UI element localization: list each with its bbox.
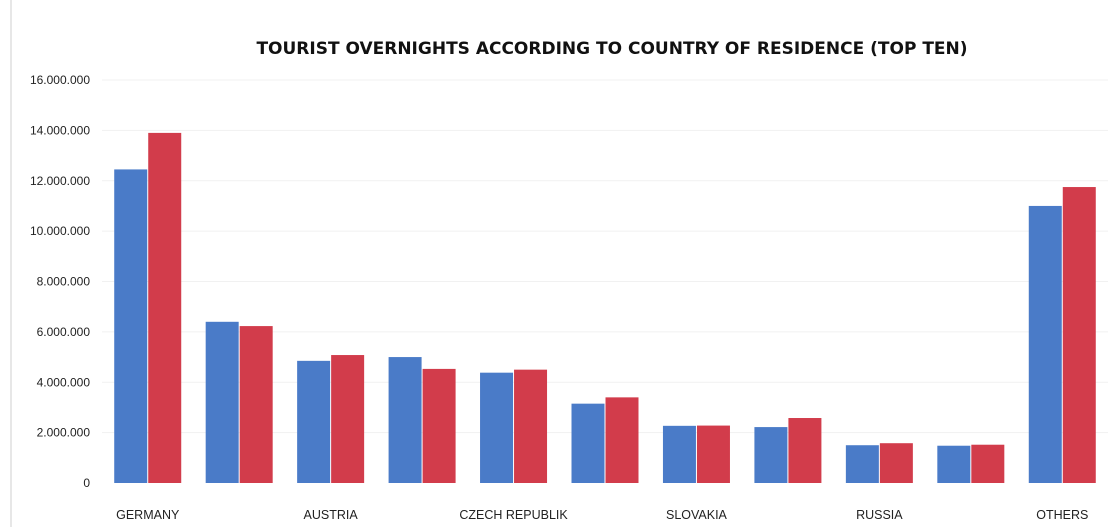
- x-category-label: CZECH REPUBLIK: [459, 508, 568, 522]
- y-tick-label: 0: [83, 476, 90, 490]
- y-tick-label: 6.000.000: [37, 325, 91, 339]
- bar: [514, 369, 548, 483]
- x-category-label: OTHERS: [1036, 508, 1088, 522]
- y-tick-label: 16.000.000: [30, 73, 90, 87]
- bar: [422, 368, 456, 483]
- bar: [148, 132, 182, 484]
- chart-title: TOURIST OVERNIGHTS ACCORDING TO COUNTRY …: [256, 39, 967, 59]
- y-tick-label: 14.000.000: [30, 123, 90, 137]
- x-axis-category-labels: GERMANY AUSTRIA CZECH REPUBLIK SLOVAKIA RUSS…: [116, 508, 1088, 522]
- bar: [205, 321, 239, 483]
- bar: [114, 169, 148, 483]
- bar: [662, 425, 696, 483]
- x-category-label: GERMANY: [116, 508, 180, 522]
- bar: [331, 355, 365, 483]
- bar: [879, 443, 913, 483]
- bar: [388, 357, 422, 483]
- y-tick-label: 2.000.000: [37, 426, 91, 440]
- y-tick-label: 4.000.000: [37, 375, 91, 389]
- bar: [754, 427, 788, 483]
- bar: [1028, 205, 1062, 483]
- bar: [971, 444, 1005, 483]
- y-axis-tick-labels: 0 2.000.000 4.000.000 6.000.000 8.000.000 10.…: [30, 73, 90, 490]
- x-category-label: SLOVAKIA: [666, 508, 728, 522]
- y-tick-label: 10.000.000: [30, 224, 90, 238]
- bar: [239, 326, 273, 483]
- bar: [937, 445, 971, 483]
- y-tick-label: 12.000.000: [30, 174, 90, 188]
- bar: [788, 418, 822, 483]
- y-tick-label: 8.000.000: [37, 275, 91, 289]
- bar: [845, 445, 879, 483]
- bar: [1062, 187, 1096, 483]
- bar: [696, 425, 730, 483]
- bar: [571, 403, 605, 483]
- bar: [605, 397, 639, 483]
- x-category-label: AUSTRIA: [304, 508, 359, 522]
- bars: [114, 132, 1096, 484]
- bar: [480, 372, 514, 483]
- bar: [297, 360, 331, 483]
- x-category-label: RUSSIA: [856, 508, 903, 522]
